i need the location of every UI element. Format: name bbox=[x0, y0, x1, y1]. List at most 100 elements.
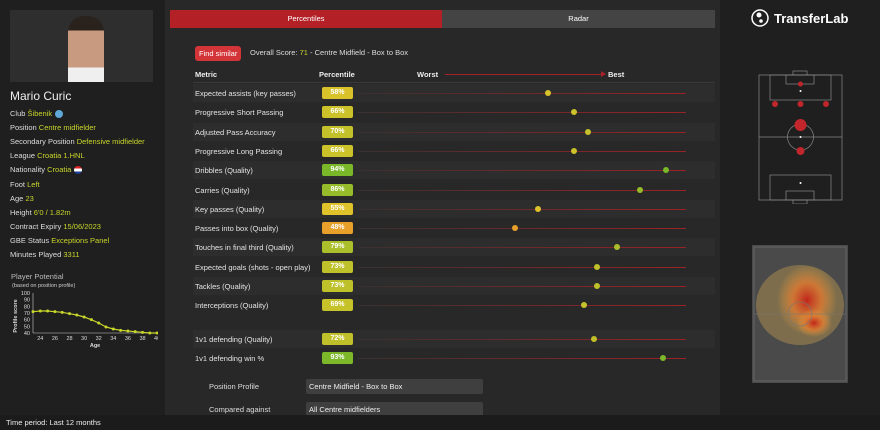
potential-point bbox=[75, 313, 79, 317]
percentile-dot bbox=[637, 186, 644, 193]
percentile-badge: 70% bbox=[322, 125, 353, 138]
percentile-dot bbox=[594, 263, 601, 270]
potential-point bbox=[82, 315, 86, 319]
percentile-dot bbox=[663, 167, 670, 174]
percentile-track bbox=[358, 150, 686, 152]
y-tick-label: 50 bbox=[24, 324, 30, 330]
info-value: Centre midfielder bbox=[38, 123, 96, 133]
x-tick-label: 26 bbox=[52, 336, 58, 342]
percentile-badge: 48% bbox=[322, 222, 353, 235]
percentile-dot bbox=[614, 244, 621, 251]
percentile-badge: 94% bbox=[322, 164, 353, 177]
percentile-track bbox=[358, 208, 686, 210]
potential-point bbox=[119, 328, 123, 332]
metric-label: Progressive Long Passing bbox=[195, 146, 283, 156]
potential-point bbox=[155, 331, 158, 335]
info-value: Defensive midfielder bbox=[76, 137, 145, 147]
potential-point bbox=[38, 309, 42, 313]
metric-label: Adjusted Pass Accuracy bbox=[195, 127, 276, 137]
metric-row: Progressive Short Passing 66% bbox=[193, 103, 715, 121]
percentile-track bbox=[358, 247, 686, 249]
metric-row: 1v1 defending (Quality) 72% bbox=[193, 330, 715, 348]
best-label: Best bbox=[608, 70, 625, 79]
percentile-badge: 79% bbox=[322, 241, 353, 254]
player-name: Mario Curic bbox=[10, 89, 72, 103]
info-contract-expiry: Contract Expiry 15/06/2023 bbox=[10, 222, 101, 231]
info-label: Age bbox=[10, 193, 24, 203]
percentiles-panel: Percentiles Radar Find similar Overall S… bbox=[165, 0, 720, 417]
y-tick-label: 90 bbox=[24, 298, 30, 304]
y-tick-label: 100 bbox=[21, 291, 30, 297]
percentile-badge: 55% bbox=[322, 202, 353, 215]
potential-title: Player Potential bbox=[11, 272, 64, 281]
info-position: Position Centre midfielder bbox=[10, 123, 96, 132]
info-label: Secondary Position bbox=[10, 137, 75, 147]
percentile-track bbox=[358, 93, 686, 94]
overall-score: Overall Score: 71 - Centre Midfield - Bo… bbox=[250, 48, 408, 57]
info-value: 15/06/2023 bbox=[63, 221, 101, 231]
potential-point bbox=[31, 310, 35, 314]
metric-row: Progressive Long Passing 66% bbox=[193, 142, 715, 160]
info-value: 3311 bbox=[63, 250, 80, 259]
potential-point bbox=[104, 325, 108, 329]
metric-label: Expected assists (key passes) bbox=[195, 89, 296, 98]
tab-radar[interactable]: Radar bbox=[442, 10, 715, 28]
potential-line bbox=[32, 310, 158, 334]
percentile-track bbox=[358, 131, 686, 133]
percentile-badge: 73% bbox=[322, 280, 353, 292]
info-value: Croatia 1.HNL bbox=[37, 151, 85, 161]
percentile-dot bbox=[535, 205, 542, 212]
header-divider bbox=[193, 82, 715, 83]
info-label: Height bbox=[10, 207, 32, 217]
metric-row: 1v1 defending win % 93% bbox=[193, 349, 715, 367]
find-similar-button[interactable]: Find similar bbox=[195, 46, 242, 61]
x-tick-label: 38 bbox=[139, 336, 145, 342]
x-tick-label: 32 bbox=[96, 336, 102, 342]
position-profile-select[interactable]: Centre Midfield - Box to Box bbox=[306, 379, 483, 394]
right-panel: TransferLab bbox=[720, 0, 880, 415]
info-label: GBE Status bbox=[10, 235, 50, 245]
metric-row: Expected assists (key passes) 58% bbox=[193, 84, 715, 102]
x-tick-label: 36 bbox=[125, 336, 131, 342]
info-club: Club Šibenik bbox=[10, 109, 64, 119]
percentile-track bbox=[358, 358, 686, 360]
percentile-dot bbox=[591, 336, 598, 342]
y-tick-label: 60 bbox=[24, 318, 30, 324]
club-crest-icon bbox=[55, 110, 64, 119]
potential-point bbox=[53, 310, 57, 314]
potential-point bbox=[126, 329, 130, 333]
metric-label: Dribbles (Quality) bbox=[195, 166, 253, 176]
compared-against-select[interactable]: All Centre midfielders bbox=[306, 402, 483, 417]
potential-point bbox=[111, 327, 115, 331]
percentile-track bbox=[358, 266, 686, 268]
metric-label: 1v1 defending win % bbox=[195, 354, 265, 364]
percentile-dot bbox=[571, 147, 578, 154]
info-secondary-position: Secondary Position Defensive midfielder bbox=[10, 137, 145, 146]
metric-row: Expected goals (shots - open play) 73% bbox=[193, 258, 715, 276]
info-label: Contract Expiry bbox=[10, 221, 62, 231]
info-value: Exceptions Panel bbox=[51, 235, 110, 245]
info-label: Club bbox=[10, 109, 26, 118]
info-value: Šibenik bbox=[27, 109, 53, 118]
metric-label: Touches in final third (Quality) bbox=[195, 243, 294, 253]
worst-label: Worst bbox=[417, 70, 439, 79]
percentile-header: Percentile bbox=[319, 70, 355, 79]
percentile-badge: 93% bbox=[322, 352, 353, 365]
metric-row: Touches in final third (Quality) 79% bbox=[193, 238, 715, 257]
percentile-badge: 72% bbox=[322, 333, 353, 345]
x-tick-label: 30 bbox=[81, 336, 87, 342]
potential-subtitle: (based on position profile) bbox=[12, 283, 76, 289]
potential-point bbox=[89, 318, 93, 322]
position-map bbox=[758, 70, 843, 204]
tab-percentiles[interactable]: Percentiles bbox=[170, 10, 442, 28]
y-tick-label: 40 bbox=[24, 331, 30, 337]
metric-row: Key passes (Quality) 55% bbox=[193, 199, 715, 218]
y-axis-label: Profile score bbox=[13, 299, 19, 332]
metric-label: Tackles (Quality) bbox=[195, 282, 251, 291]
potential-point bbox=[148, 331, 152, 335]
percentile-dot bbox=[571, 109, 578, 116]
info-label: Minutes Played bbox=[10, 250, 62, 259]
percentile-track bbox=[358, 339, 686, 340]
percentile-dot bbox=[512, 225, 519, 232]
info-value: Croatia bbox=[47, 165, 72, 175]
